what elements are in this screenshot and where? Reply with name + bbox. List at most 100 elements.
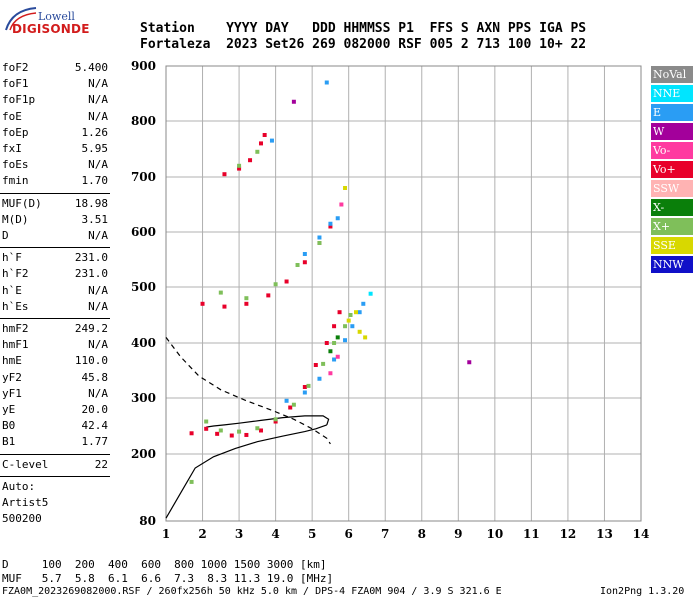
y-tick-label: 900 [131,59,156,73]
param-label: B0 [2,419,16,433]
data-point-vo [337,310,342,315]
data-point-x [189,479,194,484]
param-label: h`F [2,251,22,265]
data-point-x [348,313,353,317]
param-row-hmf1: hmF1 N/A [2,338,108,354]
trace-line-virtual-height-trace [165,337,331,445]
legend-item-e: E [651,104,693,121]
param-row-ye: yE 20.0 [2,403,108,419]
legend-item-nnw: NNW [651,256,693,273]
param-row-foe: foE N/A [2,110,108,126]
data-point-vo [266,293,271,298]
param-label: h`Es [2,299,29,313]
x-tick-label: 2 [198,527,206,541]
legend-item-nne: NNE [651,85,693,102]
panel-separator [0,247,110,249]
legend-item-w: W [651,123,693,140]
param-row-he: h`E N/A [2,284,108,300]
param-label: h`E [2,283,22,297]
param-label: foE [2,109,22,123]
param-label: foF2 [2,61,29,74]
param-value: N/A [88,283,108,297]
logo-digisonde-text: DIGISONDE [12,22,90,36]
data-point-x [317,241,322,245]
data-point-e [357,310,362,315]
data-point-x [306,383,311,388]
data-point-e [361,301,366,306]
data-point-vo [332,324,337,329]
x-tick-label: 13 [596,527,613,541]
param-label: C-level [2,457,49,471]
data-point-x [255,149,260,154]
param-value: 1.26 [81,125,109,139]
data-point-e [335,216,340,221]
x-tick-label: 10 [486,527,503,541]
legend-item-sse: SSE [651,237,693,254]
data-point-vo [324,341,329,345]
data-point-sse [346,318,351,323]
legend-item-ssw: SSW [651,180,693,197]
param-value: 1.77 [81,435,109,449]
y-tick-label: 500 [131,280,156,294]
data-point-x [273,417,278,422]
data-point-e [332,357,337,362]
data-point-e [343,338,348,343]
data-point-vo [248,158,253,163]
data-point-vo [237,166,242,171]
panel-separator [0,192,110,194]
data-point-w [291,99,296,104]
data-point-vo [284,279,289,284]
param-label: yF2 [2,370,22,384]
param-label: MUF(D) [2,196,42,210]
data-point-vo [259,141,263,146]
footer-version: Ion2Png 1.3.20 [600,586,685,597]
data-point-vo [302,260,307,265]
data-point-e [284,398,289,403]
data-point-nne [368,291,373,296]
panel-separator [0,318,110,319]
data-point-x [204,419,209,424]
param-value: N/A [88,158,108,172]
x-tick-label: 1 [162,527,170,541]
y-tick-label: 600 [131,225,156,239]
x-tick-label: 5 [308,527,316,541]
param-row-fmin: fmin 1.70 [2,174,108,190]
legend-item-vo: Vo- [651,142,693,159]
data-point-x [335,335,340,340]
data-point-vo [328,371,333,376]
data-point-x [332,341,337,345]
param-row-fxi: fxI 5.95 [2,142,108,158]
param-row-hmf2: hmF2 249.2 [2,322,108,338]
data-point-w [467,360,472,365]
trace-line-profile-lower [165,424,328,519]
data-point-vo [262,133,267,137]
data-point-e [350,324,355,329]
legend-item-vo: Vo+ [651,161,693,178]
param-row-foep: foEp 1.26 [2,126,108,142]
param-label: fxI [2,142,22,155]
param-value: 45.8 [81,370,109,384]
param-row-foes: foEs N/A [2,158,108,174]
x-tick-label: 11 [523,527,540,541]
data-point-vo [244,301,249,306]
data-point-x [321,361,326,366]
data-point-e [324,80,329,85]
param-value: N/A [88,93,108,107]
data-point-vo [328,224,333,229]
auto-scaling-text: 500200 [2,511,42,525]
param-label: B1 [2,435,16,449]
param-label: M(D) [2,212,29,226]
data-point-vo [222,172,227,177]
param-value: 5.400 [74,61,108,74]
footer-muf-line: MUF 5.7 5.8 6.1 6.6 7.3 8.3 11.3 19.0 [M… [2,572,334,585]
param-row-yf2: yF2 45.8 [2,371,108,387]
x-tick-label: 3 [235,527,243,541]
param-label: foF1 [2,77,29,91]
data-point-x [237,429,242,434]
data-point-vo [313,363,318,367]
param-value: 20.0 [81,403,109,416]
param-value: 110.0 [74,354,108,368]
param-value: N/A [88,338,108,352]
param-row-mufd: MUF(D) 18.98 [2,197,108,213]
param-label: hmF2 [2,322,29,335]
